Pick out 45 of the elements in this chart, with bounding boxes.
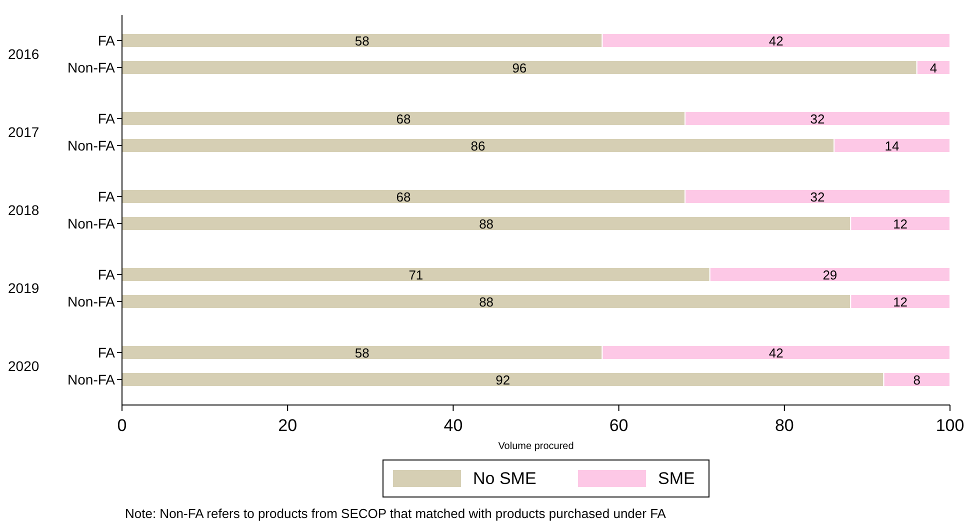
- y-tick-label: FA: [98, 344, 116, 360]
- data-label: 42: [768, 34, 784, 48]
- data-label: 58: [354, 346, 370, 360]
- data-label: 96: [512, 60, 527, 76]
- x-tick-label: 40: [444, 416, 463, 435]
- data-label: 92: [496, 372, 510, 388]
- data-label: 88: [479, 294, 494, 310]
- text: Note: Non-FA refers to products from SECOP that matched with products purchased under FA: [125, 506, 666, 521]
- x-tick-label: 20: [278, 416, 298, 435]
- text: 2016: [8, 46, 40, 62]
- x-tick-label: 100: [936, 416, 964, 435]
- text: 2017: [8, 124, 40, 140]
- data-label: 14: [884, 138, 900, 154]
- x-tick-label: 80: [774, 416, 794, 435]
- x-axis-title: Volume procured: [498, 441, 574, 452]
- text: 2020: [8, 358, 40, 374]
- data-label: 29: [822, 268, 838, 282]
- y-tick-label: Non-FA: [68, 216, 116, 232]
- y-tick-label: FA: [98, 266, 116, 282]
- data-label: 32: [810, 190, 825, 204]
- data-label: 12: [893, 216, 908, 232]
- data-label: 71: [408, 268, 424, 282]
- data-label: 12: [893, 294, 908, 310]
- data-label: 58: [354, 34, 370, 48]
- y-tick-label: FA: [98, 110, 116, 126]
- text: 2018: [8, 202, 40, 218]
- y-tick-label: Non-FA: [68, 60, 116, 76]
- y-tick-label: Non-FA: [68, 294, 116, 310]
- data-label: 86: [470, 138, 486, 154]
- y-tick-label: FA: [98, 32, 116, 48]
- y-tick-label: Non-FA: [68, 372, 116, 388]
- data-label: 42: [768, 346, 784, 360]
- y-tick-label: Non-FA: [68, 138, 116, 154]
- data-label: 68: [396, 112, 411, 126]
- data-label: 68: [396, 190, 411, 204]
- data-label: 4: [930, 60, 938, 76]
- data-label: 32: [810, 112, 825, 126]
- data-label: 88: [479, 216, 494, 232]
- legend-label: SME: [658, 469, 695, 488]
- y-tick-label: FA: [98, 188, 116, 204]
- data-label: 8: [913, 372, 920, 388]
- x-tick-label: 60: [609, 416, 628, 435]
- text: 2019: [8, 280, 40, 296]
- legend-label: No SME: [473, 469, 536, 488]
- x-tick-label: 0: [117, 416, 127, 435]
